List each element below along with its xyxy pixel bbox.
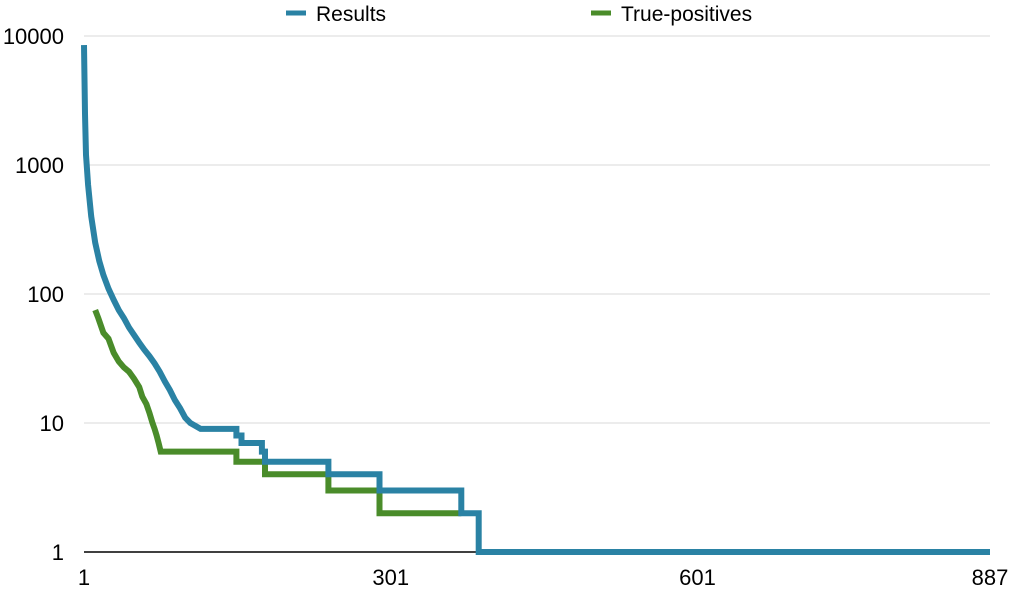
y-tick-label: 1 (52, 540, 64, 565)
y-tick-label: 10 (40, 411, 64, 436)
x-tick-label: 887 (972, 565, 1009, 590)
x-tick-label: 601 (679, 565, 716, 590)
legend: Results True-positives (286, 3, 752, 26)
x-axis-ticks: 1 301 601 887 (78, 565, 1008, 590)
legend-label: True-positives (621, 3, 752, 26)
x-tick-label: 1 (78, 565, 90, 590)
series-lines (81, 45, 990, 555)
y-tick-label: 10000 (3, 24, 64, 49)
y-axis-ticks: 1 10 100 1000 10000 (3, 24, 64, 565)
series-line-true-positives (92, 309, 462, 517)
gridlines (84, 35, 990, 424)
y-tick-label: 1000 (15, 153, 64, 178)
x-tick-label: 301 (372, 565, 409, 590)
series-line-results (81, 45, 990, 555)
y-tick-label: 100 (27, 282, 64, 307)
legend-label: Results (316, 3, 386, 26)
